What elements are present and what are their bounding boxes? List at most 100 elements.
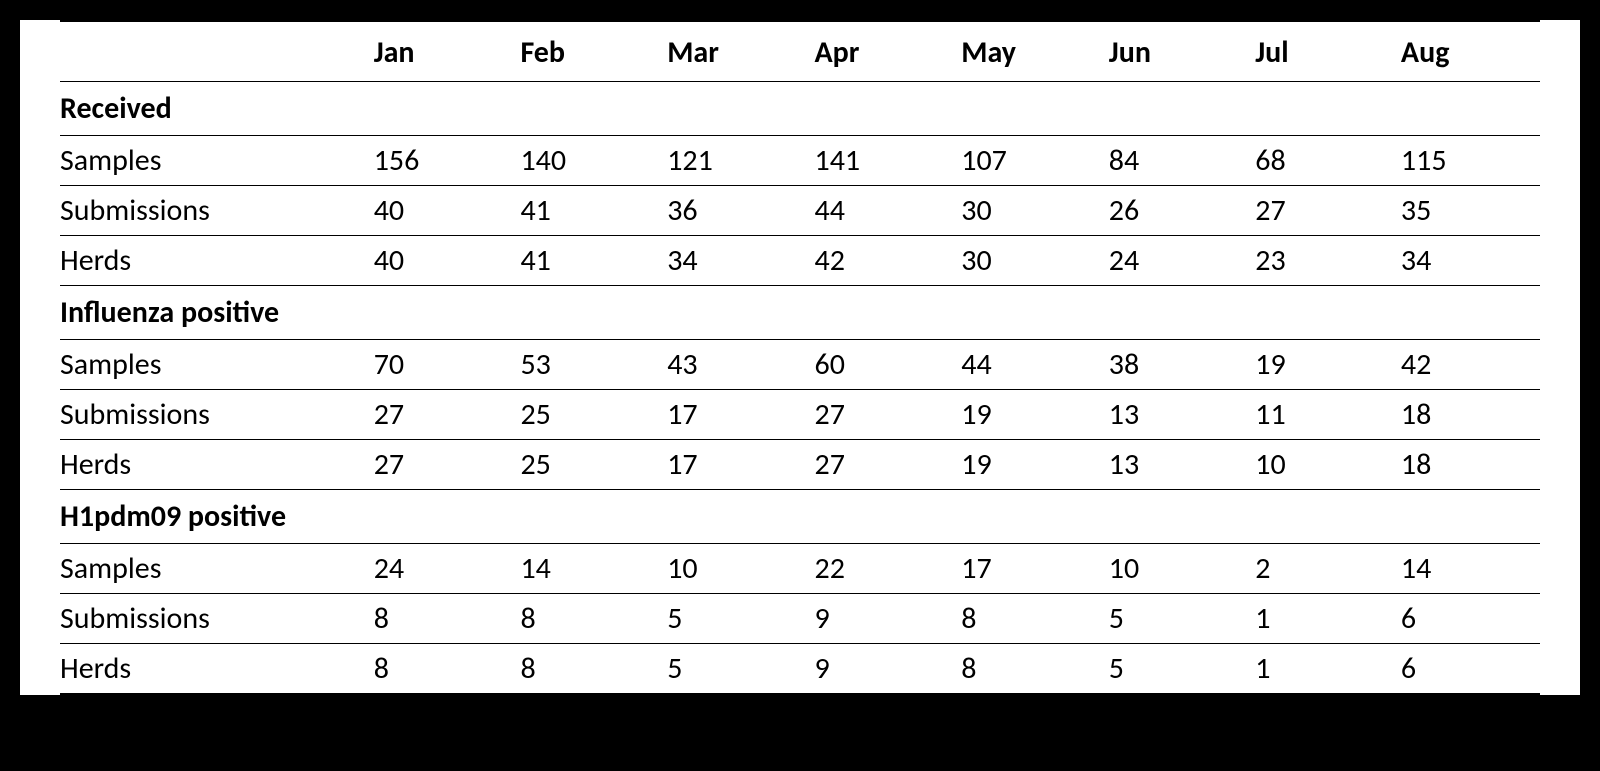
cell: 24 [1101, 236, 1247, 286]
header-jul: Jul [1247, 21, 1393, 82]
cell: 17 [659, 440, 806, 490]
cell: 14 [1393, 544, 1540, 594]
cell: 68 [1247, 136, 1393, 186]
table-row: Herds 40 41 34 42 30 24 23 34 [60, 236, 1540, 286]
cell: 53 [512, 340, 659, 390]
section-title: Received [60, 82, 1540, 136]
row-label: Samples [60, 544, 366, 594]
cell: 22 [806, 544, 953, 594]
table-row: Submissions 40 41 36 44 30 26 27 35 [60, 186, 1540, 236]
header-feb: Feb [512, 21, 659, 82]
cell: 27 [806, 440, 953, 490]
cell: 107 [953, 136, 1101, 186]
cell: 5 [659, 594, 806, 644]
cell: 14 [512, 544, 659, 594]
cell: 9 [806, 594, 953, 644]
cell: 41 [512, 236, 659, 286]
cell: 27 [806, 390, 953, 440]
section-title: Influenza positive [60, 286, 1540, 340]
section-header: Received [60, 82, 1540, 136]
cell: 6 [1393, 644, 1540, 695]
header-jun: Jun [1101, 21, 1247, 82]
row-label: Herds [60, 644, 366, 695]
table-row: Submissions 27 25 17 27 19 13 11 18 [60, 390, 1540, 440]
cell: 10 [659, 544, 806, 594]
cell: 25 [512, 440, 659, 490]
cell: 23 [1247, 236, 1393, 286]
table-row: Samples 24 14 10 22 17 10 2 14 [60, 544, 1540, 594]
cell: 8 [512, 594, 659, 644]
cell: 8 [512, 644, 659, 695]
cell: 60 [806, 340, 953, 390]
cell: 38 [1101, 340, 1247, 390]
section-title: H1pdm09 positive [60, 490, 1540, 544]
cell: 13 [1101, 390, 1247, 440]
header-may: May [953, 21, 1101, 82]
cell: 41 [512, 186, 659, 236]
cell: 43 [659, 340, 806, 390]
cell: 8 [366, 644, 513, 695]
cell: 34 [659, 236, 806, 286]
cell: 40 [366, 186, 513, 236]
table-body: Received Samples 156 140 121 141 107 84 … [60, 82, 1540, 695]
cell: 141 [806, 136, 953, 186]
cell: 42 [1393, 340, 1540, 390]
cell: 156 [366, 136, 513, 186]
header-blank [60, 21, 366, 82]
cell: 84 [1101, 136, 1247, 186]
cell: 18 [1393, 440, 1540, 490]
section-header: Influenza positive [60, 286, 1540, 340]
header-row: Jan Feb Mar Apr May Jun Jul Aug [60, 21, 1540, 82]
cell: 5 [1101, 594, 1247, 644]
cell: 8 [366, 594, 513, 644]
cell: 27 [366, 440, 513, 490]
cell: 9 [806, 644, 953, 695]
row-label: Samples [60, 136, 366, 186]
cell: 13 [1101, 440, 1247, 490]
table-row: Submissions 8 8 5 9 8 5 1 6 [60, 594, 1540, 644]
cell: 35 [1393, 186, 1540, 236]
row-label: Submissions [60, 390, 366, 440]
cell: 26 [1101, 186, 1247, 236]
cell: 1 [1247, 644, 1393, 695]
cell: 34 [1393, 236, 1540, 286]
header-apr: Apr [806, 21, 953, 82]
header-aug: Aug [1393, 21, 1540, 82]
section-header: H1pdm09 positive [60, 490, 1540, 544]
table-container: Jan Feb Mar Apr May Jun Jul Aug Received… [20, 20, 1580, 695]
cell: 6 [1393, 594, 1540, 644]
cell: 24 [366, 544, 513, 594]
cell: 25 [512, 390, 659, 440]
cell: 42 [806, 236, 953, 286]
cell: 40 [366, 236, 513, 286]
cell: 19 [953, 440, 1101, 490]
cell: 36 [659, 186, 806, 236]
cell: 2 [1247, 544, 1393, 594]
table-row: Samples 70 53 43 60 44 38 19 42 [60, 340, 1540, 390]
cell: 115 [1393, 136, 1540, 186]
header-jan: Jan [366, 21, 513, 82]
header-mar: Mar [659, 21, 806, 82]
cell: 1 [1247, 594, 1393, 644]
cell: 17 [953, 544, 1101, 594]
cell: 30 [953, 236, 1101, 286]
cell: 140 [512, 136, 659, 186]
cell: 5 [659, 644, 806, 695]
cell: 10 [1101, 544, 1247, 594]
cell: 11 [1247, 390, 1393, 440]
row-label: Samples [60, 340, 366, 390]
cell: 8 [953, 594, 1101, 644]
cell: 17 [659, 390, 806, 440]
cell: 18 [1393, 390, 1540, 440]
cell: 5 [1101, 644, 1247, 695]
row-label: Herds [60, 236, 366, 286]
cell: 19 [1247, 340, 1393, 390]
cell: 19 [953, 390, 1101, 440]
row-label: Herds [60, 440, 366, 490]
cell: 121 [659, 136, 806, 186]
cell: 44 [806, 186, 953, 236]
cell: 8 [953, 644, 1101, 695]
cell: 30 [953, 186, 1101, 236]
cell: 44 [953, 340, 1101, 390]
row-label: Submissions [60, 594, 366, 644]
